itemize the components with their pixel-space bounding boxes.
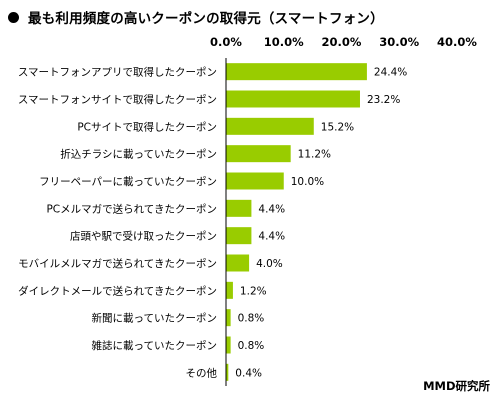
bar bbox=[226, 281, 233, 299]
bar bbox=[226, 90, 360, 108]
category-label: 店頭や駅で受け取ったクーポン bbox=[70, 230, 217, 243]
bar bbox=[226, 117, 314, 135]
data-label: 24.4% bbox=[374, 67, 407, 79]
tick-label: 30.0% bbox=[379, 35, 419, 49]
category-label: PCメルマガで送られてきたクーポン bbox=[46, 202, 217, 215]
tick-label: 0.0% bbox=[210, 35, 242, 49]
source-credit: MMD研究所 bbox=[423, 379, 490, 393]
data-label: 4.4% bbox=[258, 203, 285, 215]
bar bbox=[226, 363, 229, 381]
tick-label: 40.0% bbox=[437, 35, 477, 49]
bullet-icon bbox=[8, 11, 19, 23]
tick-label: 20.0% bbox=[322, 35, 362, 49]
data-label: 15.2% bbox=[321, 121, 354, 133]
category-label: フリーペーパーに載っていたクーポン bbox=[39, 176, 217, 188]
category-label: PCサイトで取得したクーポン bbox=[77, 121, 217, 133]
data-label: 0.8% bbox=[238, 340, 265, 352]
data-label: 0.8% bbox=[238, 313, 265, 325]
bar bbox=[226, 172, 284, 190]
data-label: 4.4% bbox=[258, 231, 285, 243]
data-label: 23.2% bbox=[367, 94, 400, 106]
chart-title: 最も利用頻度の高いクーポンの取得元（スマートフォン） bbox=[8, 6, 384, 28]
tick-label: 10.0% bbox=[264, 35, 304, 49]
category-label: 雑誌に載っていたクーポン bbox=[92, 339, 217, 352]
data-label: 11.2% bbox=[298, 149, 331, 161]
category-label: スマートフォンアプリで取得したクーポン bbox=[18, 67, 217, 79]
category-label: スマートフォンサイトで取得したクーポン bbox=[18, 94, 217, 106]
bar bbox=[226, 199, 252, 217]
category-label: モバイルメルマガで送られてきたクーポン bbox=[18, 257, 217, 270]
bar bbox=[226, 63, 367, 81]
data-label: 4.0% bbox=[256, 258, 283, 270]
category-label: 新聞に載っていたクーポン bbox=[92, 312, 217, 325]
category-label: その他 bbox=[186, 366, 218, 379]
category-label: ダイレクトメールで送られてきたクーポン bbox=[18, 284, 217, 297]
bar bbox=[226, 336, 231, 354]
data-label: 1.2% bbox=[240, 285, 267, 297]
bar bbox=[226, 145, 291, 163]
category-label: 折込チラシに載っていたクーポン bbox=[60, 148, 217, 161]
bar bbox=[226, 254, 250, 272]
data-label: 10.0% bbox=[291, 176, 324, 188]
chart-title-text: 最も利用頻度の高いクーポンの取得元（スマートフォン） bbox=[28, 11, 384, 27]
bar bbox=[226, 309, 231, 327]
data-label: 0.4% bbox=[235, 367, 262, 379]
bar bbox=[226, 227, 252, 245]
